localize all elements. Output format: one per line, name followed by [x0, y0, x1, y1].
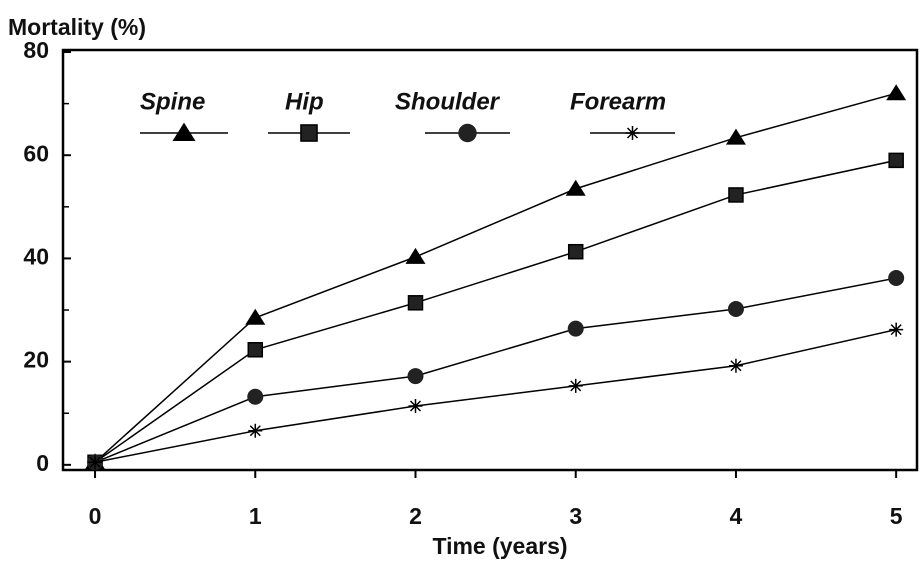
x-tick-label: 5	[890, 503, 903, 529]
marker-triangle	[886, 84, 907, 101]
marker-triangle	[405, 247, 426, 264]
marker-square	[888, 152, 904, 169]
y-axis-label: Mortality (%)	[8, 14, 146, 40]
marker-triangle	[565, 179, 586, 196]
marker-asterisk	[568, 378, 583, 393]
x-tick-label: 4	[730, 503, 743, 529]
x-tick-label: 1	[249, 503, 262, 529]
series-line	[94, 328, 897, 463]
x-tick-label: 2	[409, 503, 422, 529]
legend-label: Hip	[285, 88, 324, 115]
x-tick-label: 3	[569, 503, 582, 529]
legend-marker	[458, 123, 477, 143]
marker-asterisk	[728, 358, 743, 373]
marker-square	[728, 187, 744, 203]
y-tick-label: 40	[23, 243, 49, 269]
legend-label: Forearm	[570, 88, 666, 115]
marker-square	[567, 243, 584, 260]
marker-asterisk	[88, 455, 103, 470]
series-line	[94, 277, 897, 463]
marker-circle	[247, 388, 264, 405]
marker-square	[407, 295, 424, 311]
x-axis-label: Time (years)	[432, 533, 567, 559]
legend-label: Shoulder	[395, 88, 501, 115]
marker-circle	[407, 368, 424, 385]
legend-marker	[172, 122, 196, 142]
y-tick-label: 20	[23, 347, 49, 373]
legend-marker	[300, 124, 318, 142]
marker-circle	[888, 270, 905, 287]
y-tick-label: 60	[23, 140, 49, 166]
marker-square	[247, 342, 264, 358]
legend-marker	[625, 126, 640, 140]
marker-circle	[727, 300, 744, 317]
y-tick-label: 0	[36, 450, 49, 476]
plot-frame	[61, 48, 919, 472]
marker-asterisk	[889, 322, 904, 337]
y-tick-label: 80	[23, 37, 49, 63]
marker-asterisk	[408, 399, 423, 414]
marker-circle	[567, 320, 584, 337]
marker-asterisk	[248, 423, 263, 438]
x-tick-label: 0	[89, 503, 102, 529]
marker-triangle	[245, 308, 266, 325]
series-line	[94, 159, 897, 463]
series-line	[94, 92, 897, 463]
marker-triangle	[725, 128, 746, 145]
legend-label: Spine	[140, 88, 205, 115]
